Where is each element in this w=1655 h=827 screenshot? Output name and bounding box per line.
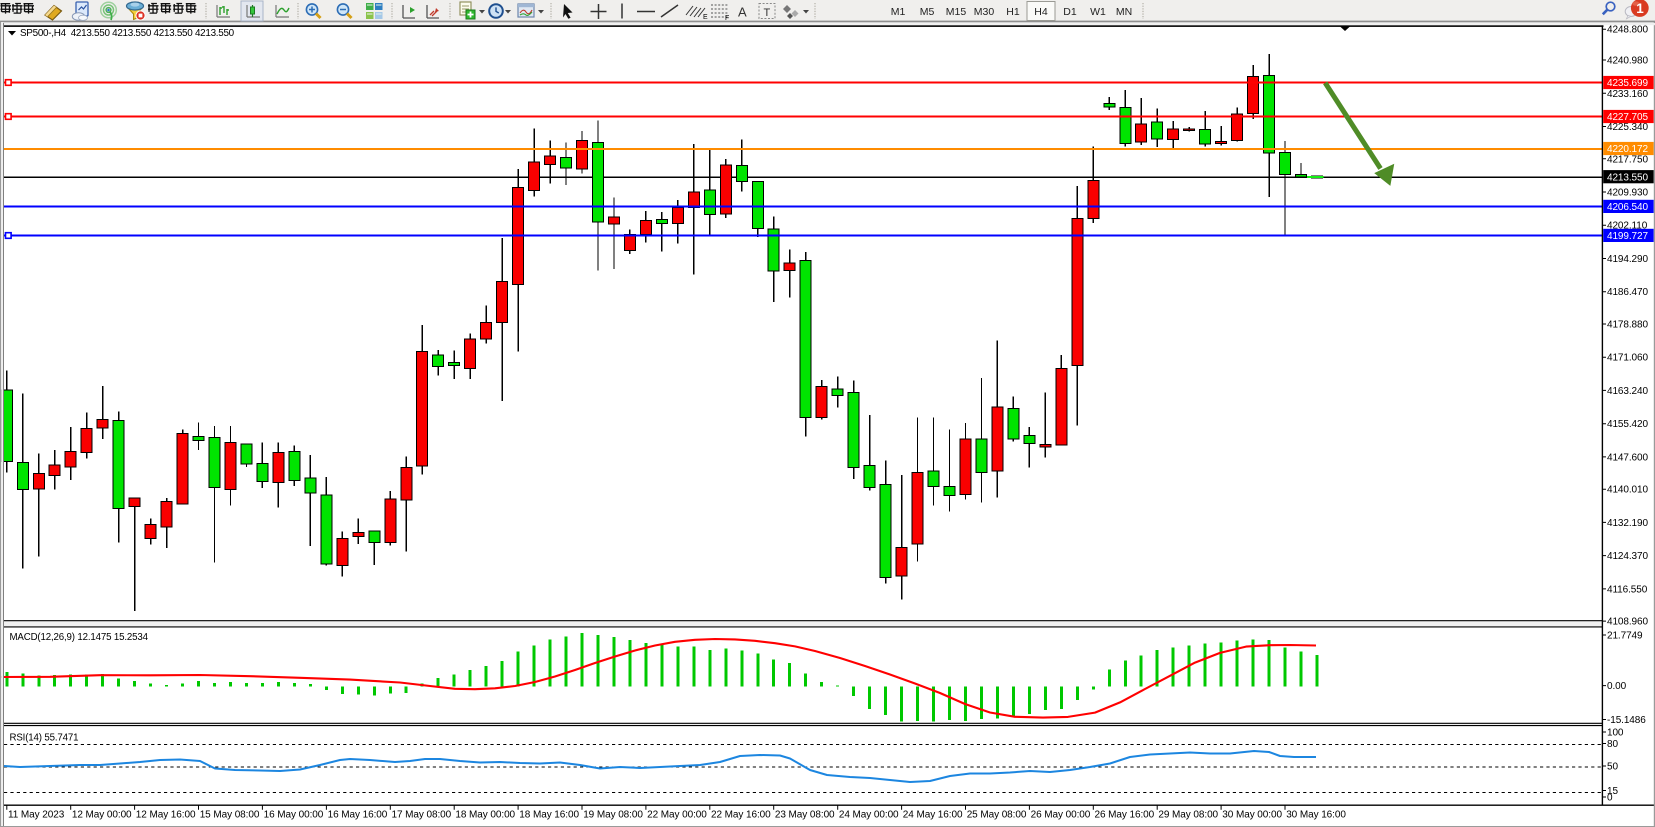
svg-text:12 May 00:00: 12 May 00:00 — [72, 809, 132, 820]
svg-text:30 May 00:00: 30 May 00:00 — [1222, 809, 1282, 820]
svg-text:H4: H4 — [1034, 6, 1048, 18]
svg-text:4194.290: 4194.290 — [1607, 254, 1648, 265]
svg-text:4227.705: 4227.705 — [1607, 112, 1648, 123]
svg-text:4186.470: 4186.470 — [1607, 287, 1648, 298]
svg-text:26 May 16:00: 26 May 16:00 — [1095, 809, 1155, 820]
svg-text:M5: M5 — [920, 6, 935, 18]
svg-text:4202.110: 4202.110 — [1607, 221, 1648, 232]
svg-text:25 May 08:00: 25 May 08:00 — [967, 809, 1027, 820]
svg-text:0.00: 0.00 — [1607, 681, 1627, 692]
svg-text:0: 0 — [1607, 793, 1613, 804]
svg-text:4199.727: 4199.727 — [1607, 231, 1648, 242]
svg-text:15 May 08:00: 15 May 08:00 — [200, 809, 260, 820]
svg-text:SP500-,H4 4213.550 4213.550 4: SP500-,H4 4213.550 4213.550 4213.550 421… — [20, 28, 235, 39]
svg-text:D1: D1 — [1063, 6, 1077, 18]
svg-text:-15.1486: -15.1486 — [1607, 715, 1646, 726]
svg-text:22 May 00:00: 22 May 00:00 — [647, 809, 707, 820]
svg-text:A: A — [738, 5, 747, 20]
svg-text:T: T — [764, 7, 771, 19]
svg-text:H1: H1 — [1006, 6, 1020, 18]
svg-text:4209.930: 4209.930 — [1607, 188, 1648, 199]
svg-text:4225.340: 4225.340 — [1607, 122, 1648, 133]
svg-text:4240.980: 4240.980 — [1607, 56, 1648, 67]
svg-text:16 May 16:00: 16 May 16:00 — [328, 809, 388, 820]
svg-text:18 May 16:00: 18 May 16:00 — [519, 809, 579, 820]
svg-text:15: 15 — [1607, 786, 1618, 797]
svg-text:23 May 08:00: 23 May 08:00 — [775, 809, 835, 820]
svg-text:4155.420: 4155.420 — [1607, 419, 1648, 430]
svg-text:M15: M15 — [946, 6, 967, 18]
svg-text:1: 1 — [1636, 1, 1644, 16]
svg-text:21.7749: 21.7749 — [1607, 631, 1643, 642]
svg-text:4108.960: 4108.960 — [1607, 617, 1648, 628]
svg-text:22 May 16:00: 22 May 16:00 — [711, 809, 771, 820]
svg-text:4206.540: 4206.540 — [1607, 202, 1648, 213]
svg-text:4132.190: 4132.190 — [1607, 518, 1648, 529]
svg-text:4235.699: 4235.699 — [1607, 78, 1648, 89]
svg-text:4116.550: 4116.550 — [1607, 584, 1648, 595]
svg-text:4171.060: 4171.060 — [1607, 353, 1648, 364]
svg-text:80: 80 — [1607, 739, 1618, 750]
svg-text:30 May 16:00: 30 May 16:00 — [1286, 809, 1346, 820]
svg-text:E: E — [703, 14, 708, 21]
svg-text:17 May 08:00: 17 May 08:00 — [392, 809, 452, 820]
svg-text:16 May 00:00: 16 May 00:00 — [264, 809, 324, 820]
svg-text:19 May 08:00: 19 May 08:00 — [583, 809, 643, 820]
svg-text:M30: M30 — [974, 6, 995, 18]
svg-text:4213.550: 4213.550 — [1607, 172, 1648, 183]
svg-text:18 May 00:00: 18 May 00:00 — [455, 809, 515, 820]
svg-text:26 May 00:00: 26 May 00:00 — [1031, 809, 1091, 820]
svg-text:100: 100 — [1607, 728, 1624, 739]
svg-text:MACD(12,26,9) 12.1475 15.2534: MACD(12,26,9) 12.1475 15.2534 — [10, 632, 149, 643]
svg-text:MN: MN — [1116, 6, 1132, 18]
svg-text:4233.160: 4233.160 — [1607, 89, 1648, 100]
svg-text:50: 50 — [1607, 762, 1618, 773]
svg-text:11 May 2023: 11 May 2023 — [8, 809, 65, 820]
svg-text:4140.010: 4140.010 — [1607, 485, 1648, 496]
svg-text:29 May 08:00: 29 May 08:00 — [1158, 809, 1218, 820]
svg-text:4217.750: 4217.750 — [1607, 154, 1648, 165]
svg-text:4147.600: 4147.600 — [1607, 452, 1648, 463]
svg-text:4178.880: 4178.880 — [1607, 320, 1648, 331]
svg-text:24 May 00:00: 24 May 00:00 — [839, 809, 899, 820]
svg-text:W1: W1 — [1090, 6, 1106, 18]
svg-text:4248.800: 4248.800 — [1607, 25, 1648, 36]
svg-text:M1: M1 — [891, 6, 906, 18]
svg-text:4124.370: 4124.370 — [1607, 551, 1648, 562]
svg-text:RSI(14) 55.7471: RSI(14) 55.7471 — [10, 733, 79, 744]
svg-text:4220.172: 4220.172 — [1607, 144, 1648, 155]
svg-text:24 May 16:00: 24 May 16:00 — [903, 809, 963, 820]
svg-text:12 May 16:00: 12 May 16:00 — [136, 809, 196, 820]
svg-text:4163.240: 4163.240 — [1607, 386, 1648, 397]
svg-text:F: F — [725, 15, 729, 22]
